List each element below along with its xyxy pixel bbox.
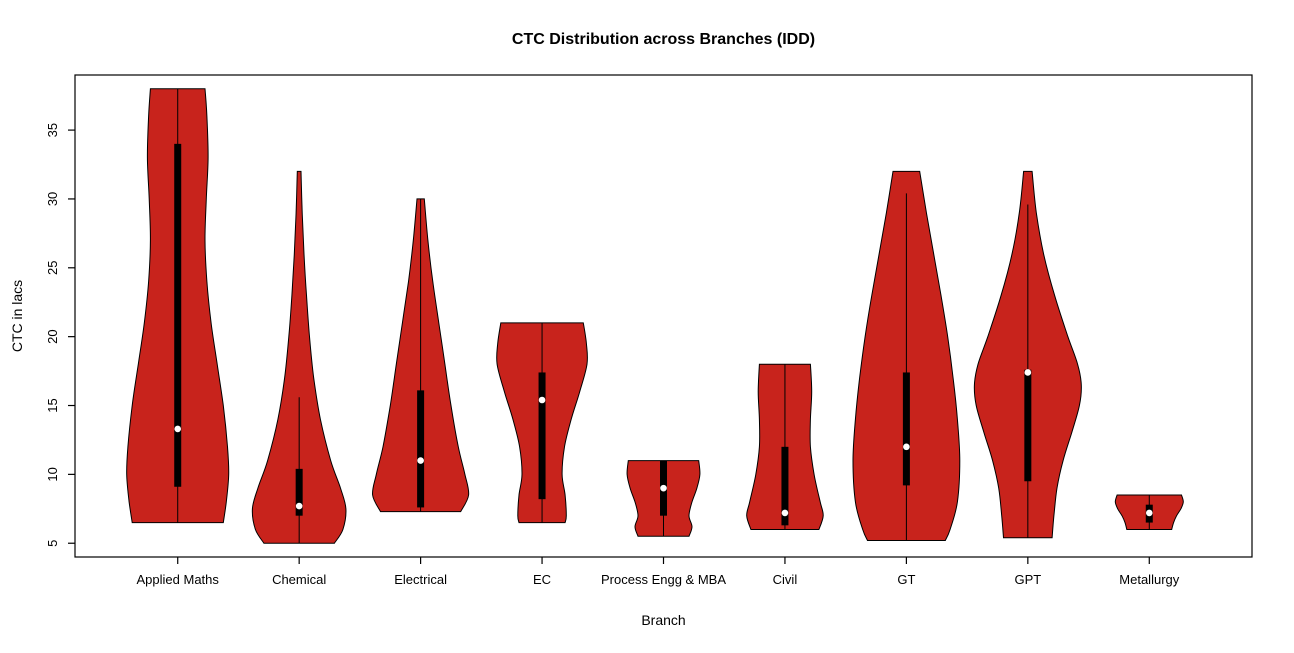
y-tick-label: 10: [45, 467, 60, 481]
y-tick-label: 25: [45, 261, 60, 275]
x-tick-label-metallurgy: Metallurgy: [1119, 572, 1179, 587]
iqr-box-gpt: [1024, 369, 1032, 482]
x-tick-label-ec: EC: [533, 572, 551, 587]
y-axis-label: CTC in lacs: [9, 280, 25, 352]
x-axis-label: Branch: [641, 612, 685, 628]
x-tick-label-civil: Civil: [773, 572, 798, 587]
iqr-box-civil: [781, 446, 789, 526]
median-dot-electrical: [417, 457, 424, 464]
iqr-box-gt: [902, 372, 910, 486]
violin-chemical: [251, 170, 347, 544]
iqr-box-applied-maths: [174, 143, 182, 487]
y-tick-label: 15: [45, 398, 60, 412]
x-tick-label-electrical: Electrical: [394, 572, 447, 587]
x-tick-label-applied-maths: Applied Maths: [137, 572, 220, 587]
iqr-box-ec: [538, 372, 546, 500]
median-dot-applied-maths: [174, 425, 182, 433]
y-tick-label: 20: [45, 329, 60, 343]
iqr-box-chemical: [295, 468, 303, 516]
y-tick-label: 35: [45, 123, 60, 137]
median-dot-gpt: [1024, 369, 1032, 376]
median-dot-gt: [903, 443, 910, 451]
median-dot-process-engg-mba: [660, 484, 667, 492]
x-tick-label-gpt: GPT: [1014, 572, 1041, 587]
x-tick-label-process-engg-mba: Process Engg & MBA: [601, 572, 726, 587]
x-tick-label-chemical: Chemical: [272, 572, 326, 587]
chart-title: CTC Distribution across Branches (IDD): [512, 31, 815, 48]
median-dot-metallurgy: [1145, 509, 1153, 517]
x-tick-label-gt: GT: [897, 572, 915, 587]
y-tick-label: 30: [45, 192, 60, 206]
median-dot-ec: [538, 396, 546, 404]
median-dot-civil: [781, 509, 789, 517]
median-dot-chemical: [295, 502, 303, 510]
y-tick-label: 5: [45, 540, 60, 547]
iqr-box-electrical: [417, 390, 425, 508]
